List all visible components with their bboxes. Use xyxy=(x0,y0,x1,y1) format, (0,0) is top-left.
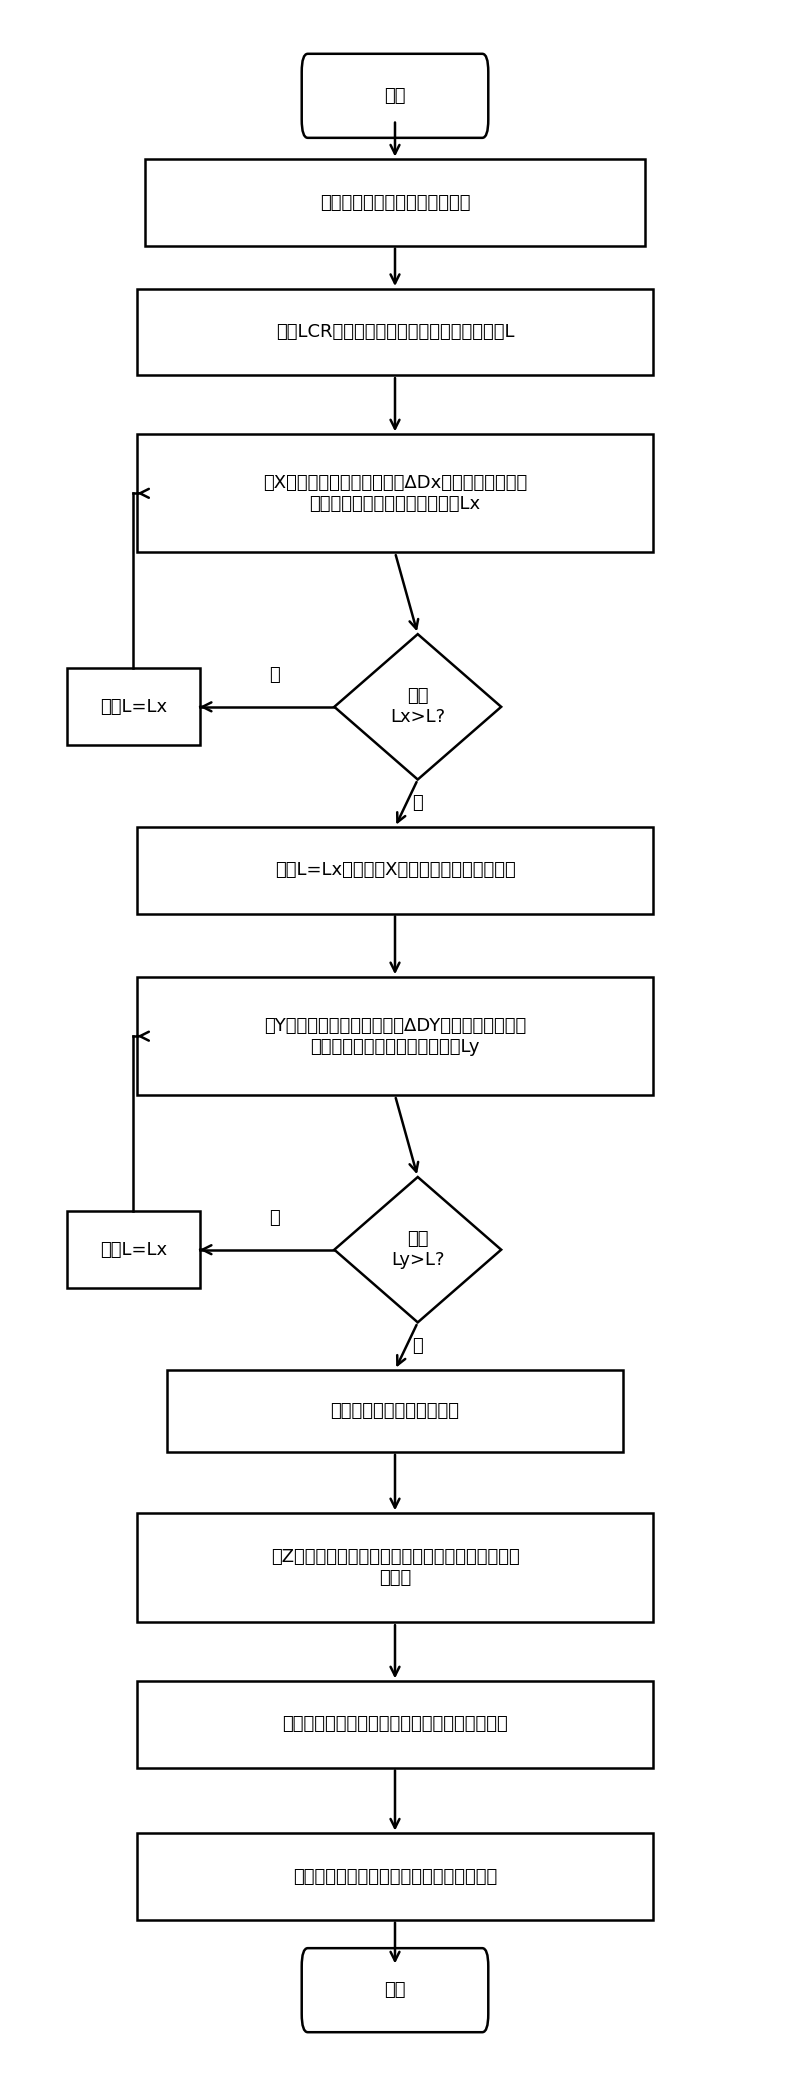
Text: 设置L=Lx，不再沿X轴正方向移动发射端线圈: 设置L=Lx，不再沿X轴正方向移动发射端线圈 xyxy=(275,862,515,880)
Text: 设置L=Lx: 设置L=Lx xyxy=(100,1241,167,1258)
Text: 通过LCR电桥测量发射端线圈两端的等效电感L: 通过LCR电桥测量发射端线圈两端的等效电感L xyxy=(276,323,514,340)
Text: 开始: 开始 xyxy=(384,88,406,104)
FancyBboxPatch shape xyxy=(302,1948,488,2032)
Text: 否: 否 xyxy=(269,1210,280,1227)
Bar xyxy=(137,1681,653,1767)
Text: 判断
Lx>L?: 判断 Lx>L? xyxy=(390,688,446,726)
Text: 沿X轴正方向移动发射端线圈ΔDx，在相同的频率下
测量发射端线圈两端的等效电感Lx: 沿X轴正方向移动发射端线圈ΔDx，在相同的频率下 测量发射端线圈两端的等效电感L… xyxy=(263,474,527,513)
Text: 沿Z轴正方向移动发射端线圈，发射端线圈压力增加
时停止: 沿Z轴正方向移动发射端线圈，发射端线圈压力增加 时停止 xyxy=(271,1548,519,1587)
Text: 否: 否 xyxy=(269,665,280,684)
Bar xyxy=(145,159,645,246)
Text: 移动发射端线圈到优化起始位置: 移动发射端线圈到优化起始位置 xyxy=(320,194,470,211)
Bar xyxy=(67,1212,200,1289)
Text: 充电完成后，将发射端线圈移动至安全位置: 充电完成后，将发射端线圈移动至安全位置 xyxy=(293,1867,497,1886)
Text: 将发射端线圈连接到电源，对电动汽车进行充电: 将发射端线圈连接到电源，对电动汽车进行充电 xyxy=(282,1715,508,1733)
Text: 沿Y轴正方向移动发射端线圈ΔDY，在相同的频率下
测量发射端线圈两端的等效电感Ly: 沿Y轴正方向移动发射端线圈ΔDY，在相同的频率下 测量发射端线圈两端的等效电感L… xyxy=(264,1016,526,1056)
Bar xyxy=(137,1834,653,1919)
Text: 结束: 结束 xyxy=(384,1982,406,1998)
FancyBboxPatch shape xyxy=(302,54,488,138)
Bar xyxy=(137,1512,653,1623)
Polygon shape xyxy=(334,634,501,780)
Text: 是: 是 xyxy=(412,795,423,811)
Bar xyxy=(67,668,200,745)
Text: 是: 是 xyxy=(412,1337,423,1356)
Bar xyxy=(137,434,653,553)
Text: 判断
Ly>L?: 判断 Ly>L? xyxy=(391,1231,445,1268)
Bar xyxy=(137,976,653,1095)
Polygon shape xyxy=(334,1177,501,1323)
Bar xyxy=(167,1371,623,1452)
Text: 设置L=Lx: 设置L=Lx xyxy=(100,699,167,715)
Bar xyxy=(137,288,653,375)
Bar xyxy=(137,828,653,914)
Text: 停止在水平移动发射端线圈: 停止在水平移动发射端线圈 xyxy=(330,1402,460,1421)
